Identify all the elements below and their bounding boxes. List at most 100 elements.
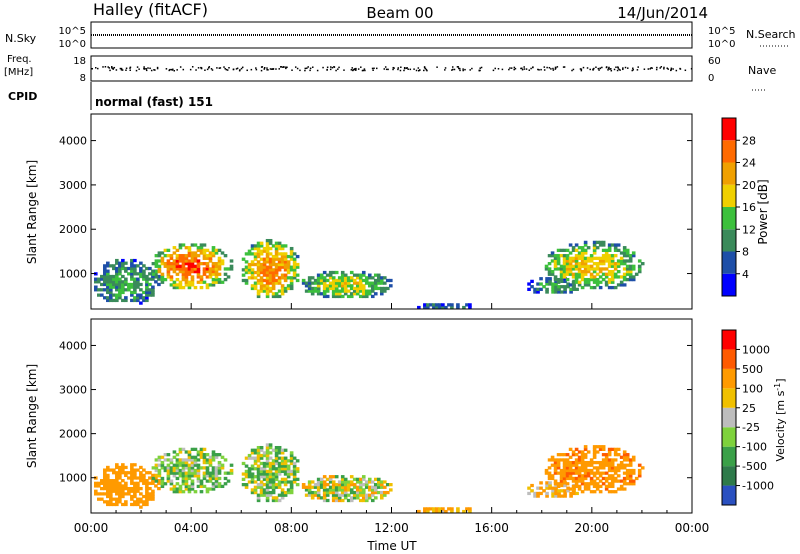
- velocity-cell: [274, 483, 279, 487]
- power-cell: [565, 256, 570, 260]
- velocity-cell: [313, 485, 318, 489]
- velocity-cell: [559, 482, 564, 486]
- power-cell: [322, 292, 327, 296]
- power-cell: [610, 285, 615, 290]
- power-cell: [598, 280, 603, 284]
- freq-sample: [593, 67, 595, 70]
- freq-sample: [610, 68, 612, 70]
- velocity-cell: [214, 484, 219, 489]
- power-colorbar-segment: [722, 184, 736, 207]
- velocity-cell: [256, 448, 261, 452]
- power-cell: [253, 252, 258, 256]
- power-cell: [622, 246, 627, 250]
- freq-sample: [260, 66, 263, 68]
- freq-sample: [97, 67, 99, 70]
- velocity-cell: [334, 483, 339, 487]
- power-cell: [316, 273, 321, 277]
- nsearch-label: N.Search: [746, 28, 796, 41]
- power-cell: [544, 264, 549, 268]
- power-cell: [286, 254, 291, 259]
- velocity-cell: [259, 453, 264, 458]
- velocity-cell: [283, 467, 288, 471]
- power-cell: [367, 284, 372, 288]
- power-cell: [343, 276, 348, 280]
- power-cell: [337, 281, 342, 285]
- velocity-cell: [217, 482, 222, 486]
- power-cell: [592, 285, 597, 290]
- power-cell: [307, 286, 312, 291]
- power-cell: [118, 285, 122, 289]
- velocity-cell: [334, 475, 339, 479]
- velocity-cell: [115, 502, 119, 507]
- power-cell: [316, 276, 321, 280]
- velocity-cell: [562, 468, 567, 473]
- power-cell: [328, 281, 333, 285]
- power-cell: [118, 290, 122, 295]
- velocity-cell: [271, 459, 276, 463]
- power-cell: [160, 275, 165, 279]
- velocity-cell: [112, 497, 116, 501]
- freq-sample: [525, 68, 528, 70]
- velocity-cell: [559, 476, 564, 481]
- power-cell: [157, 259, 162, 263]
- velocity-cell: [244, 475, 249, 479]
- power-cell: [190, 243, 195, 247]
- power-cell: [286, 276, 291, 280]
- power-cell: [295, 273, 300, 277]
- power-cell: [358, 286, 363, 291]
- freq-sample: [322, 66, 324, 69]
- velocity-cell: [607, 474, 612, 478]
- power-colorbar-segment: [722, 162, 736, 185]
- velocity-cell: [106, 489, 110, 493]
- power-cell: [450, 305, 454, 310]
- velocity-cell: [271, 472, 276, 476]
- velocity-cell: [379, 483, 384, 487]
- velocity-cell: [379, 493, 384, 497]
- power-cell: [205, 270, 210, 274]
- freq-sample: [456, 66, 459, 68]
- power-cell: [217, 262, 222, 266]
- velocity-cell: [223, 476, 228, 481]
- velocity-cell: [283, 448, 288, 452]
- velocity-cell: [583, 471, 588, 475]
- velocity-cell: [286, 480, 291, 484]
- power-cell: [130, 261, 134, 265]
- velocity-cell: [127, 476, 131, 480]
- freq-sample: [206, 68, 209, 71]
- freq-sample: [226, 69, 229, 71]
- power-cell: [322, 294, 327, 299]
- velocity-cell: [181, 458, 186, 462]
- power-cell: [271, 270, 276, 275]
- freq-sample: [225, 68, 228, 71]
- power-cell: [190, 256, 195, 260]
- velocity-cell: [382, 490, 387, 495]
- power-cell: [376, 286, 381, 291]
- power-cell: [382, 286, 387, 291]
- power-cell: [589, 275, 594, 279]
- power-cell: [256, 278, 261, 283]
- power-cell: [553, 277, 558, 282]
- power-cell: [106, 282, 110, 287]
- power-cell: [388, 278, 393, 283]
- power-cell: [334, 278, 339, 283]
- power-cell: [256, 260, 261, 264]
- velocity-cell: [169, 460, 174, 465]
- velocity-cell: [592, 474, 597, 478]
- velocity-cell: [352, 477, 357, 481]
- velocity-cell: [154, 484, 158, 488]
- power-cell: [376, 278, 381, 283]
- velocity-cell: [292, 472, 297, 476]
- power-cell: [172, 283, 177, 287]
- power-cell: [565, 248, 570, 252]
- power-cell: [103, 272, 107, 276]
- power-cell: [610, 275, 615, 279]
- velocity-cell: [331, 480, 336, 484]
- power-cell: [268, 281, 273, 285]
- power-cell: [160, 262, 165, 266]
- velocity-cell: [280, 488, 285, 492]
- velocity-cell: [178, 460, 183, 465]
- velocity-cell: [211, 455, 216, 459]
- velocity-cell: [553, 460, 558, 465]
- power-cell: [432, 305, 436, 310]
